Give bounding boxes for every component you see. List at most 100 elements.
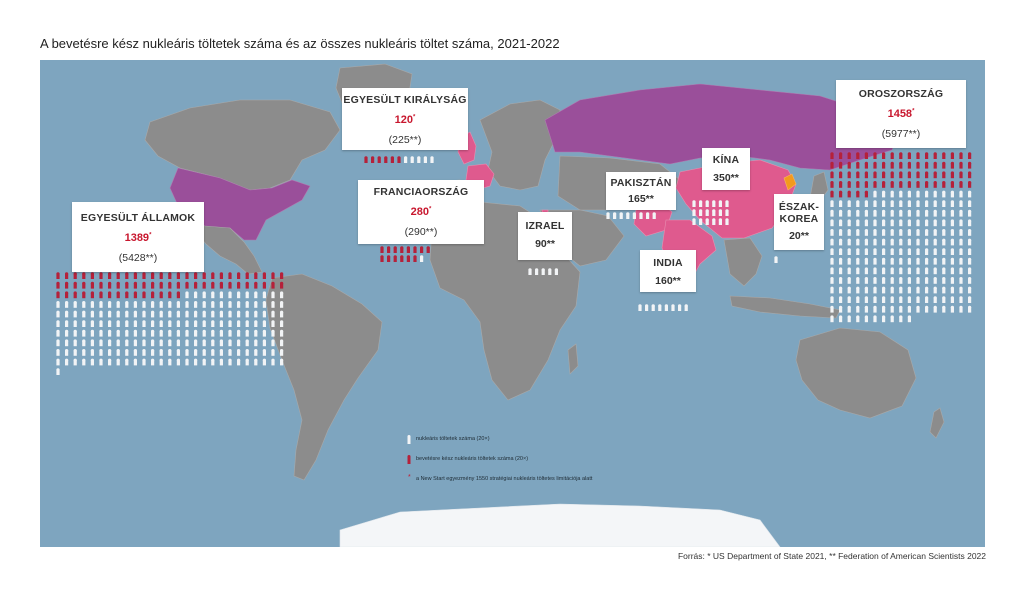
deployed-warhead-icon bbox=[899, 161, 903, 169]
stockpile-warhead-icon bbox=[194, 310, 198, 318]
stockpile-warhead-icon bbox=[968, 248, 972, 255]
deployed-warhead-icon bbox=[176, 272, 180, 279]
stockpile-warhead-icon bbox=[959, 286, 963, 294]
stockpile-warhead-icon bbox=[176, 329, 180, 337]
land-new-zealand bbox=[929, 407, 945, 439]
box-france-total: (290**) bbox=[404, 226, 438, 238]
stockpile-warhead-icon bbox=[73, 301, 77, 308]
stockpile-warhead-icon bbox=[830, 286, 834, 294]
stockpile-warhead-icon bbox=[116, 349, 120, 356]
deployed-warhead-icon bbox=[194, 281, 198, 289]
stockpile-warhead-icon bbox=[933, 277, 937, 284]
stockpile-warhead-icon bbox=[916, 286, 920, 294]
stockpile-warhead-icon bbox=[142, 339, 146, 347]
stockpile-warhead-icon bbox=[99, 320, 103, 327]
stockpile-warhead-icon bbox=[202, 320, 206, 327]
stockpile-warhead-icon bbox=[847, 248, 851, 255]
stockpile-warhead-icon bbox=[899, 200, 903, 207]
stockpile-warhead-icon bbox=[933, 267, 937, 275]
stockpile-warhead-icon bbox=[116, 358, 120, 366]
deployed-warhead-icon bbox=[133, 272, 137, 279]
stockpile-warhead-icon bbox=[856, 209, 860, 217]
stockpile-warhead-icon bbox=[245, 291, 249, 299]
deployed-warhead-icon bbox=[202, 281, 206, 289]
stockpile-warhead-icon bbox=[830, 229, 834, 236]
stockpile-warhead-icon bbox=[890, 257, 894, 265]
deployed-warhead-icon bbox=[168, 291, 172, 299]
stockpile-warhead-icon bbox=[959, 257, 963, 265]
deployed-warhead-icon bbox=[925, 181, 929, 188]
stockpile-warhead-icon bbox=[899, 277, 903, 284]
land-antarctica bbox=[339, 503, 781, 547]
deployed-warhead-icon bbox=[108, 272, 112, 279]
deployed-warhead-icon bbox=[168, 272, 172, 279]
deployed-warhead-icon bbox=[959, 181, 963, 188]
deployed-warhead-icon bbox=[933, 181, 937, 188]
stockpile-warhead-icon bbox=[847, 200, 851, 207]
stockpile-warhead-icon bbox=[847, 305, 851, 313]
stockpile-warhead-icon bbox=[194, 291, 198, 299]
deployed-warhead-icon bbox=[219, 281, 223, 289]
box-pakistan-name: PAKISZTÁN bbox=[610, 177, 672, 189]
deployed-warhead-icon bbox=[899, 171, 903, 179]
deployed-warhead-icon bbox=[371, 156, 375, 163]
stockpile-warhead-icon bbox=[254, 301, 258, 308]
deployed-warhead-icon bbox=[390, 156, 394, 163]
stockpile-warhead-icon bbox=[116, 329, 120, 337]
stockpile-warhead-icon bbox=[890, 238, 894, 246]
stockpile-warhead-icon bbox=[211, 310, 215, 318]
deployed-warhead-icon bbox=[65, 272, 69, 279]
deployed-warhead-icon bbox=[847, 171, 851, 179]
deployed-warhead-icon bbox=[73, 272, 77, 279]
stockpile-warhead-icon bbox=[968, 200, 972, 207]
deployed-warhead-icon bbox=[125, 291, 129, 299]
stockpile-warhead-icon bbox=[873, 209, 877, 217]
stockpile-warhead-icon bbox=[125, 320, 129, 327]
stockpile-warhead-icon bbox=[168, 349, 172, 356]
deployed-warhead-icon bbox=[228, 281, 232, 289]
stockpile-warhead-icon bbox=[65, 358, 69, 366]
stockpile-warhead-icon bbox=[839, 238, 843, 246]
stockpile-warhead-icon bbox=[219, 301, 223, 308]
stockpile-warhead-icon bbox=[942, 238, 946, 246]
stockpile-warhead-icon bbox=[873, 257, 877, 265]
box-israel: IZRAEL 90** bbox=[518, 212, 572, 260]
stockpile-warhead-icon bbox=[725, 209, 729, 216]
deployed-warhead-icon bbox=[254, 272, 258, 279]
deployed-warhead-icon bbox=[228, 272, 232, 279]
box-uk-name: EGYESÜLT KIRÁLYSÁG bbox=[343, 94, 467, 106]
stockpile-warhead-icon bbox=[907, 238, 912, 246]
stockpile-warhead-icon bbox=[692, 209, 696, 216]
stockpile-warhead-icon bbox=[271, 310, 275, 318]
stockpile-warhead-icon bbox=[90, 349, 94, 356]
deployed-warhead-icon bbox=[426, 246, 430, 253]
deployed-warhead-icon bbox=[151, 281, 155, 289]
stockpile-warhead-icon bbox=[65, 320, 69, 327]
stockpile-warhead-icon bbox=[228, 301, 232, 308]
stockpile-warhead-icon bbox=[882, 296, 886, 303]
stockpile-warhead-icon bbox=[856, 229, 860, 236]
stockpile-warhead-icon bbox=[211, 339, 215, 347]
box-russia: OROSZORSZÁG 1458* (5977**) bbox=[836, 80, 966, 148]
stockpile-warhead-icon bbox=[219, 320, 223, 327]
stockpile-warhead-icon bbox=[942, 267, 946, 275]
stockpile-warhead-icon bbox=[968, 267, 972, 275]
stockpile-warhead-icon bbox=[280, 320, 284, 327]
stockpile-warhead-icon bbox=[606, 212, 610, 219]
stockpile-warhead-icon bbox=[847, 277, 851, 284]
stockpile-warhead-icon bbox=[950, 229, 955, 236]
stockpile-warhead-icon bbox=[262, 301, 266, 308]
deployed-warhead-icon bbox=[159, 291, 163, 299]
stockpile-warhead-icon bbox=[82, 358, 86, 366]
stockpile-warhead-icon bbox=[968, 219, 972, 227]
stockpile-warhead-icon bbox=[882, 200, 886, 207]
box-china-name: KÍNA bbox=[712, 154, 740, 166]
stockpile-warhead-icon bbox=[194, 339, 198, 347]
stockpile-warhead-icon bbox=[56, 310, 60, 318]
stockpile-warhead-icon bbox=[280, 301, 284, 308]
deployed-warhead-icon bbox=[873, 171, 877, 179]
stockpile-warhead-icon bbox=[959, 267, 963, 275]
deployed-warhead-icon bbox=[830, 190, 834, 198]
stockpile-warhead-icon bbox=[942, 296, 946, 303]
stockpile-warhead-icon bbox=[168, 329, 172, 337]
